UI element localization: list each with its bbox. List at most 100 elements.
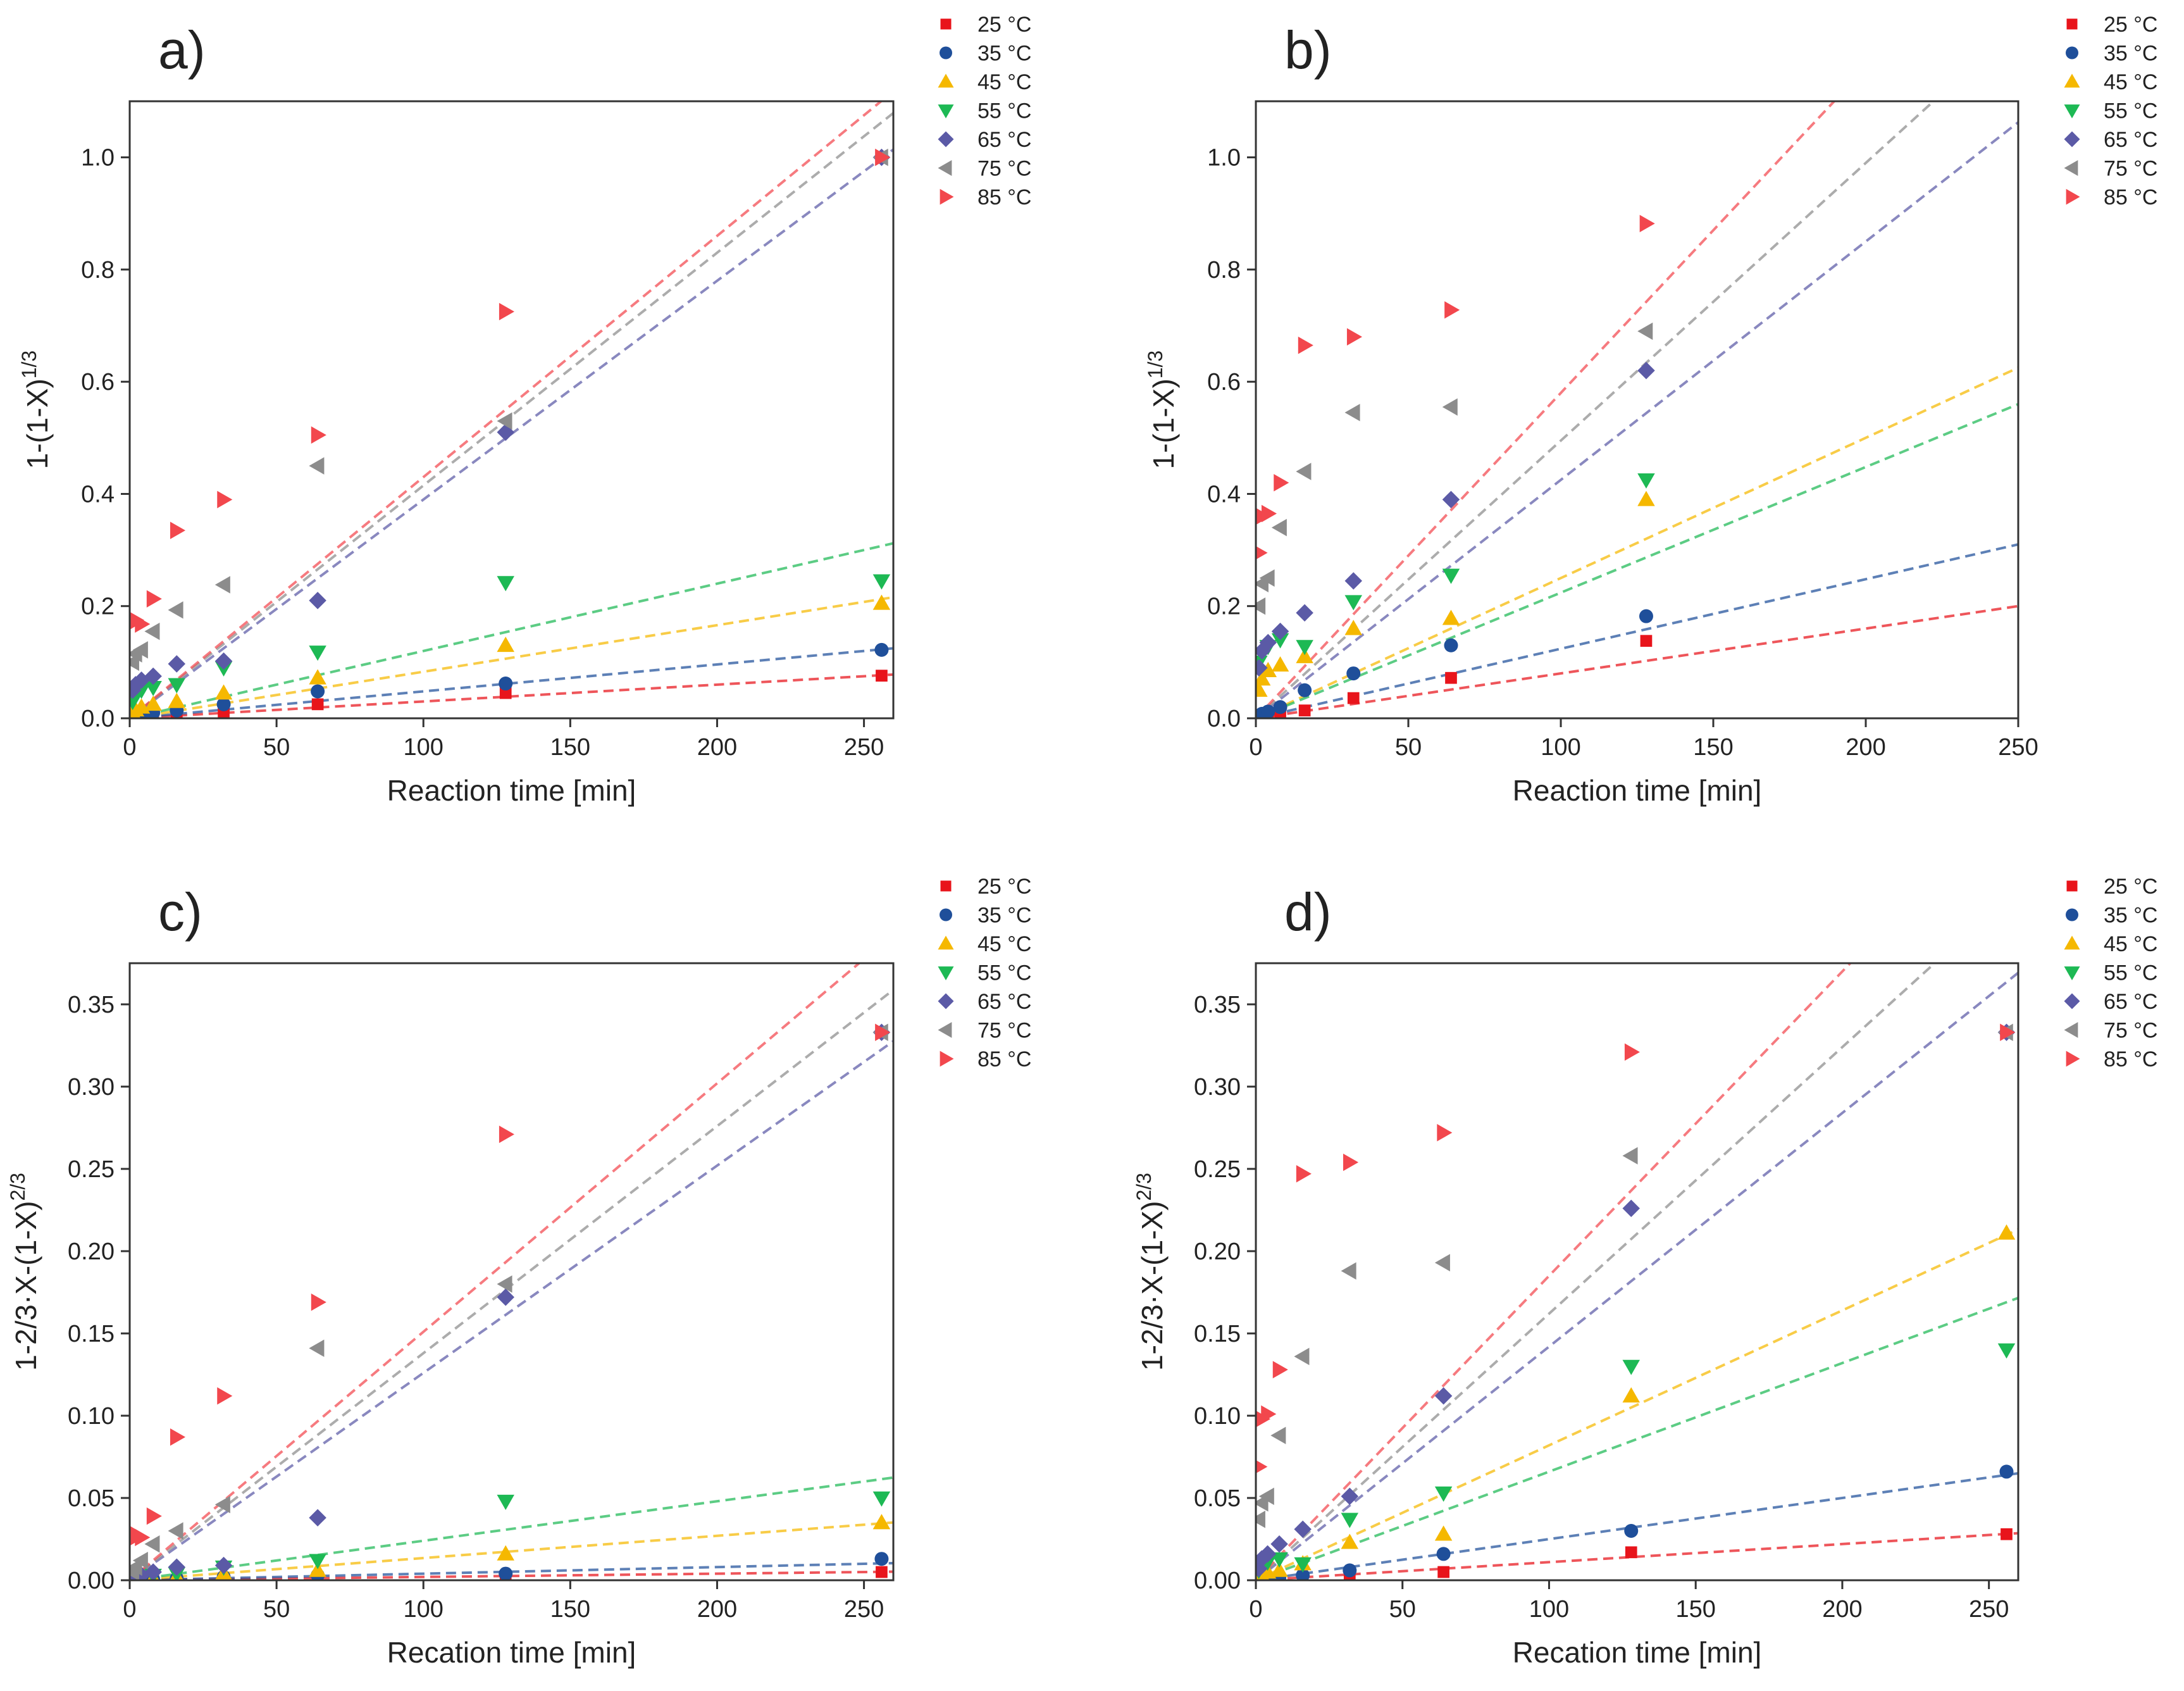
legend-marker-65C [2064, 993, 2080, 1009]
legend-label-55C: 55 °C [977, 961, 1031, 985]
y-tick-label: 0.00 [1194, 1568, 1241, 1594]
legend-label-85C: 85 °C [2104, 1047, 2157, 1071]
point-45C-7 [497, 1545, 514, 1561]
point-85C-5 [217, 490, 233, 509]
fit-line-25C [1256, 604, 2018, 718]
point-85C-4 [1296, 1165, 1312, 1183]
x-ticks: 0 50 100 150 200 250 [1249, 718, 2038, 761]
legend-label-45C: 45 °C [977, 932, 1031, 956]
point-45C-7 [497, 637, 514, 652]
point-55C-4 [1296, 640, 1313, 656]
panel-a: 0 50 100 150 200 250 0.0 0.2 0.4 0.6 0.8 1.0 Reactio… [18, 13, 1031, 807]
legend-marker-45C [938, 935, 954, 950]
legend-marker-45C [2064, 73, 2080, 88]
axes-frame [1255, 962, 2020, 1582]
point-45C-1 [1256, 670, 1271, 686]
legend: 25 °C 35 °C 45 °C 55 °C 65 °C 75 °C 85 °C [938, 875, 1031, 1071]
point-45C-6 [1442, 609, 1460, 625]
fit-line-75C [130, 988, 893, 1580]
point-65C-7 [1637, 361, 1655, 380]
x-tick-label: 50 [263, 734, 290, 761]
panel-label: d) [1284, 882, 1332, 942]
point-45C-2 [1259, 661, 1277, 677]
point-45C-6 [309, 669, 326, 685]
point-85C-2 [135, 1528, 151, 1547]
fit-line-65C [1256, 120, 2018, 718]
point-85C-6 [311, 1293, 326, 1311]
y-tick-label: 0.0 [1207, 706, 1241, 732]
point-65C-5 [1344, 572, 1362, 590]
x-tick-label: 100 [404, 1596, 444, 1623]
point-55C-3 [144, 680, 162, 696]
legend-marker-55C [2064, 966, 2080, 980]
legend-label-45C: 45 °C [977, 70, 1031, 94]
point-45C-6 [1434, 1525, 1453, 1541]
legend-marker-25C [2066, 880, 2078, 892]
point-65C-3 [1270, 1535, 1288, 1553]
point-75C-4 [168, 1522, 183, 1540]
y-axis-label-exponent: 2/3 [1132, 1173, 1155, 1201]
y-tick-label: 0.00 [68, 1568, 115, 1594]
legend-label-35C: 35 °C [2104, 42, 2157, 66]
point-85C-6 [311, 426, 326, 444]
x-tick-label: 0 [123, 734, 136, 761]
x-tick-label: 150 [550, 1596, 590, 1623]
point-75C-6 [309, 457, 325, 475]
fit-line-35C [130, 1561, 893, 1580]
point-55C-6 [309, 1554, 326, 1569]
legend-marker-65C [938, 131, 954, 147]
point-65C-3 [144, 667, 162, 685]
fit-line-55C [1256, 1296, 2018, 1580]
point-65C-4 [1296, 604, 1313, 622]
x-axis-label: Recation time [min] [1513, 1636, 1762, 1669]
legend-marker-85C [2066, 1051, 2080, 1067]
fit-line-25C [130, 673, 893, 718]
point-25C-5 [1347, 692, 1360, 704]
point-75C-7 [1637, 322, 1653, 340]
point-35C-5 [1343, 1563, 1357, 1578]
y-ticks: 0.00 0.05 0.10 0.15 0.20 0.25 0.30 0.35 [68, 992, 130, 1594]
legend-label-35C: 35 °C [977, 904, 1031, 928]
point-35C-6 [1444, 638, 1458, 652]
fit-line-35C [1256, 543, 2018, 718]
fit-line-45C [130, 596, 893, 718]
legend-marker-65C [938, 993, 954, 1009]
axes-frame [128, 100, 895, 720]
point-65C-6 [1434, 1387, 1453, 1405]
point-55C-5 [1341, 1513, 1359, 1528]
y-tick-label: 0.10 [68, 1403, 115, 1430]
point-85C-3 [146, 1507, 162, 1525]
legend: 25 °C 35 °C 45 °C 55 °C 65 °C 75 °C 85 °C [2064, 13, 2157, 209]
legend-marker-55C [938, 104, 954, 118]
legend-marker-25C [2066, 18, 2078, 30]
x-tick-label: 0 [1249, 1596, 1262, 1623]
point-65C-4 [1294, 1520, 1312, 1538]
point-75C-6 [1434, 1254, 1450, 1271]
point-85C-3 [1272, 1361, 1288, 1378]
point-85C-0 [1256, 1460, 1268, 1474]
point-35C-2 [1261, 704, 1275, 718]
point-25C-8 [876, 670, 888, 682]
point-35C-6 [1436, 1547, 1451, 1561]
data-markers [1256, 1023, 2016, 1580]
point-65C-6 [1442, 490, 1460, 509]
y-tick-label: 0.35 [68, 992, 115, 1018]
data-markers [130, 1023, 891, 1580]
legend: 25 °C 35 °C 45 °C 55 °C 65 °C 75 °C 85 °C [2064, 875, 2157, 1071]
point-65C-7 [1622, 1199, 1640, 1218]
x-tick-label: 150 [550, 734, 590, 761]
x-axis-label: Reaction time [min] [387, 774, 636, 807]
point-35C-8 [874, 1552, 889, 1566]
y-axis-label-base: 1-(1-X) [21, 378, 54, 469]
x-tick-label: 50 [1395, 734, 1422, 761]
legend-label-45C: 45 °C [2104, 70, 2157, 94]
point-55C-7 [1637, 473, 1655, 489]
y-tick-label: 1.0 [1207, 145, 1241, 172]
point-45C-7 [1637, 490, 1655, 506]
point-45C-3 [144, 696, 162, 711]
point-55C-8 [872, 1491, 891, 1507]
point-65C-1 [1256, 642, 1271, 660]
point-35C-5 [1346, 666, 1361, 681]
point-55C-8 [872, 574, 891, 590]
fit-line-55C [1256, 402, 2018, 718]
